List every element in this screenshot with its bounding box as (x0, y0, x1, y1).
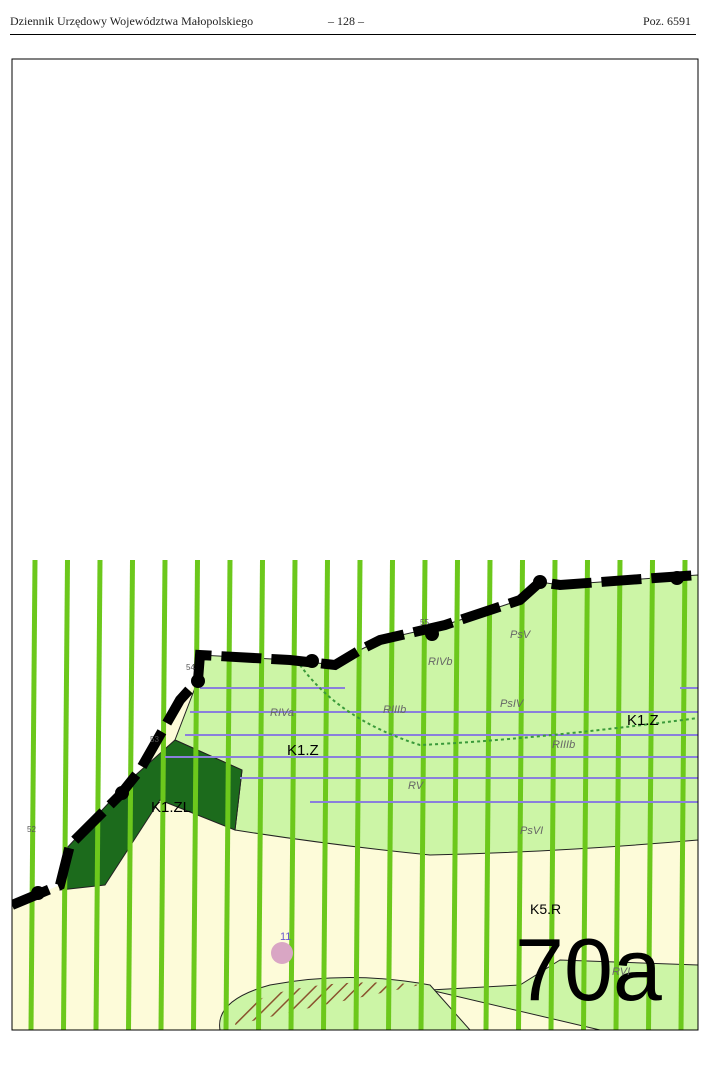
stripe (418, 559, 428, 1030)
dotted-line (299, 664, 698, 747)
zone-label: K1.Z (627, 712, 659, 729)
stripe (483, 559, 493, 1030)
marker-label: 11 (280, 931, 291, 943)
soil-label: RIVb (428, 656, 452, 668)
stripe (256, 559, 265, 1030)
stripe (678, 559, 688, 1030)
soil-label: RIIIb (552, 739, 575, 751)
stripe (93, 559, 103, 1030)
map-body: 11 K1.Z K1.Z K1.ZL K5.R 70a PsV RIVb RII… (12, 559, 698, 1030)
point-labels: 54 55 53 52 (27, 618, 429, 834)
zone-label: K5.R (530, 901, 561, 917)
point-label: 54 (186, 663, 195, 672)
stripe (581, 559, 590, 1030)
header-rule (10, 34, 696, 35)
point-label: 55 (420, 618, 429, 627)
stripe (126, 559, 135, 1030)
stripe (516, 559, 525, 1030)
boundary-points (31, 571, 684, 900)
marker-circle (271, 942, 293, 964)
stripe (28, 559, 38, 1030)
zone-label: K1.ZL (151, 799, 191, 816)
sheet-number: 70a (515, 920, 662, 1019)
soil-label: RIVa (270, 707, 294, 719)
journal-title: Dziennik Urzędowy Województwa Małopolski… (10, 14, 254, 28)
page-number: – 128 – (328, 14, 364, 28)
soil-labels: PsV RIVb RIIIb PsIV RIVa RV RIIIb PsVI R… (270, 629, 630, 978)
stripe (158, 559, 168, 1030)
soil-label: PsV (510, 629, 532, 641)
purple-lines (165, 687, 698, 803)
zone-label: K1.Z (287, 742, 319, 759)
point-label: 52 (27, 825, 36, 834)
map-frame (11, 58, 699, 1031)
stripe (548, 559, 558, 1030)
stripe (353, 559, 363, 1030)
stripe (613, 559, 623, 1030)
stripe (61, 559, 70, 1030)
stripe (223, 559, 233, 1030)
soil-label: PsIV (500, 698, 525, 710)
stripe (451, 559, 460, 1030)
boundary (12, 570, 698, 910)
position: Poz. 6591 (643, 14, 691, 28)
soil-label: RIIIb (383, 704, 406, 716)
soil-label: RV (408, 780, 425, 792)
soil-label: RVI (612, 966, 630, 978)
soil-label: PsVI (520, 825, 543, 837)
point-label: 53 (150, 735, 159, 744)
stripe (646, 559, 655, 1030)
hatch (235, 982, 420, 1025)
stripe (191, 559, 200, 1030)
stripe (321, 559, 330, 1030)
